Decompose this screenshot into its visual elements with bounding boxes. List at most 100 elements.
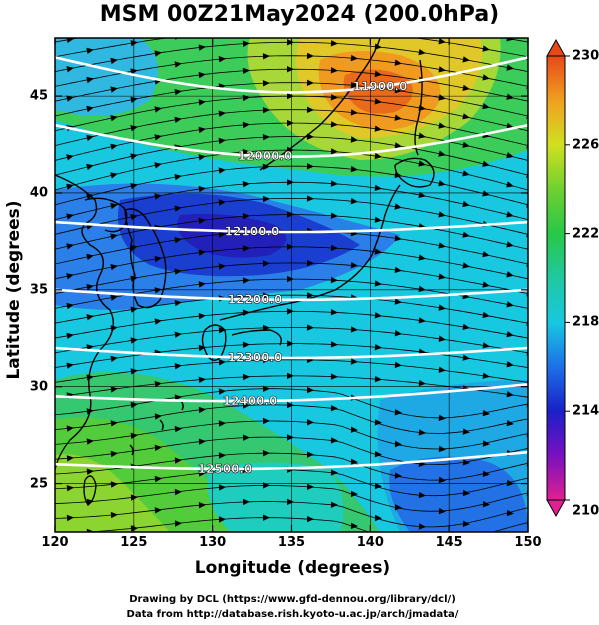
wind-arrowhead (218, 56, 226, 63)
wind-arrowhead (110, 172, 118, 179)
wind-arrowhead (374, 312, 382, 319)
wind-arrowhead (218, 516, 226, 523)
wind-arrowhead (242, 434, 250, 441)
axis-ticks (54, 38, 529, 532)
wind-arrowhead (418, 492, 426, 499)
wind-arrowhead (110, 115, 118, 122)
wind-arrowhead (110, 481, 118, 488)
x-tick-label: 140 (356, 535, 384, 550)
wind-arrowhead (306, 324, 314, 331)
chart-title: MSM 00Z21May2024 (200.0hPa) (99, 2, 500, 27)
wind-arrowhead (438, 476, 446, 484)
streamline (55, 484, 528, 512)
wind-arrowhead (438, 445, 446, 453)
wind-arrowhead (198, 99, 206, 106)
wind-arrowhead (350, 165, 358, 173)
wind-arrowhead (330, 276, 338, 284)
wind-arrowhead (86, 284, 94, 291)
wind-arrowhead (418, 254, 426, 261)
wind-arrowhead (287, 243, 294, 250)
wind-arrowhead (174, 116, 182, 123)
wind-arrowhead (174, 363, 182, 370)
wind-arrowhead (86, 438, 94, 445)
wind-arrowhead (218, 231, 226, 238)
wind-arrowhead (86, 105, 94, 113)
wind-arrowhead (418, 429, 426, 436)
wind-arrowhead (262, 134, 270, 141)
wind-arrowhead (174, 268, 182, 275)
wind-arrowhead (262, 385, 270, 392)
wind-arrowhead (287, 146, 294, 154)
wind-arrowhead (394, 504, 402, 511)
wind-arrowhead (243, 14, 250, 20)
wind-arrowhead (350, 326, 358, 333)
wind-arrowhead (482, 251, 490, 258)
wind-arrowhead (262, 107, 270, 114)
wind-arrowhead (462, 459, 470, 466)
streamline (55, 136, 528, 176)
streamline (55, 468, 528, 497)
wind-arrowhead (374, 482, 382, 490)
wind-arrowhead (438, 304, 446, 311)
wind-arrowhead (242, 373, 250, 381)
wind-arrowhead (130, 337, 138, 344)
wind-arrowhead (350, 109, 358, 116)
wind-arrowhead (350, 522, 358, 530)
colorbar-tick-label: 210 (572, 503, 599, 519)
contour-label: 12400.0 (223, 394, 278, 408)
wind-arrowhead (242, 40, 250, 47)
wind-arrowhead (218, 167, 226, 174)
wind-arrowhead (66, 38, 74, 43)
wind-arrowhead (110, 57, 118, 65)
wind-arrowhead (154, 380, 162, 388)
wind-arrowhead (198, 249, 206, 256)
wind-arrowhead (287, 308, 294, 315)
wind-arrowhead (86, 253, 94, 261)
wind-arrowhead (155, 22, 162, 28)
streamline (55, 82, 528, 117)
wind-arrowhead (506, 271, 514, 278)
wind-arrowhead (110, 450, 118, 458)
wind-arrowhead (198, 470, 206, 477)
x-tick-label: 135 (277, 535, 306, 550)
streamline (55, 310, 528, 339)
wind-arrowhead (482, 440, 490, 447)
wind-arrowhead (198, 71, 206, 79)
wind-arrowhead (394, 298, 402, 305)
wind-arrowhead (394, 409, 402, 416)
wind-arrowhead (66, 183, 74, 190)
wind-arrowhead (198, 376, 206, 383)
streamline (55, 294, 528, 324)
streamline (55, 68, 528, 102)
wind-arrowhead (394, 361, 402, 369)
wind-arrowhead (262, 53, 270, 60)
wind-arrowhead (66, 273, 74, 280)
wind-arrowhead (174, 394, 182, 401)
wind-arrowhead (174, 300, 182, 307)
wind-arrowhead (66, 213, 74, 220)
wind-arrowhead (506, 420, 514, 427)
wind-arrowhead (287, 401, 294, 409)
wind-arrowhead (438, 150, 446, 157)
wind-arrowhead (154, 507, 162, 514)
wind-arrowhead (330, 180, 338, 187)
wind-arrowhead (242, 148, 250, 156)
wind-arrowhead (306, 79, 314, 86)
x-axis-label: Longitude (degrees) (194, 558, 391, 578)
wind-arrowhead (330, 501, 338, 508)
wind-arrowhead (154, 106, 162, 113)
wind-arrowhead (242, 341, 250, 348)
wind-arrowhead (418, 160, 426, 167)
contour-label: 12500.0 (198, 462, 253, 476)
wind-arrowhead (287, 340, 294, 347)
wind-arrowhead (482, 74, 490, 81)
wind-arrowhead (242, 121, 250, 129)
wind-arrowhead (418, 379, 426, 387)
wind-arrowhead (506, 38, 514, 42)
wind-arrowhead (174, 237, 182, 244)
streamline (55, 38, 528, 58)
wind-arrowhead (174, 61, 182, 68)
wind-arrowhead (307, 451, 314, 458)
wind-arrowhead (462, 170, 470, 177)
